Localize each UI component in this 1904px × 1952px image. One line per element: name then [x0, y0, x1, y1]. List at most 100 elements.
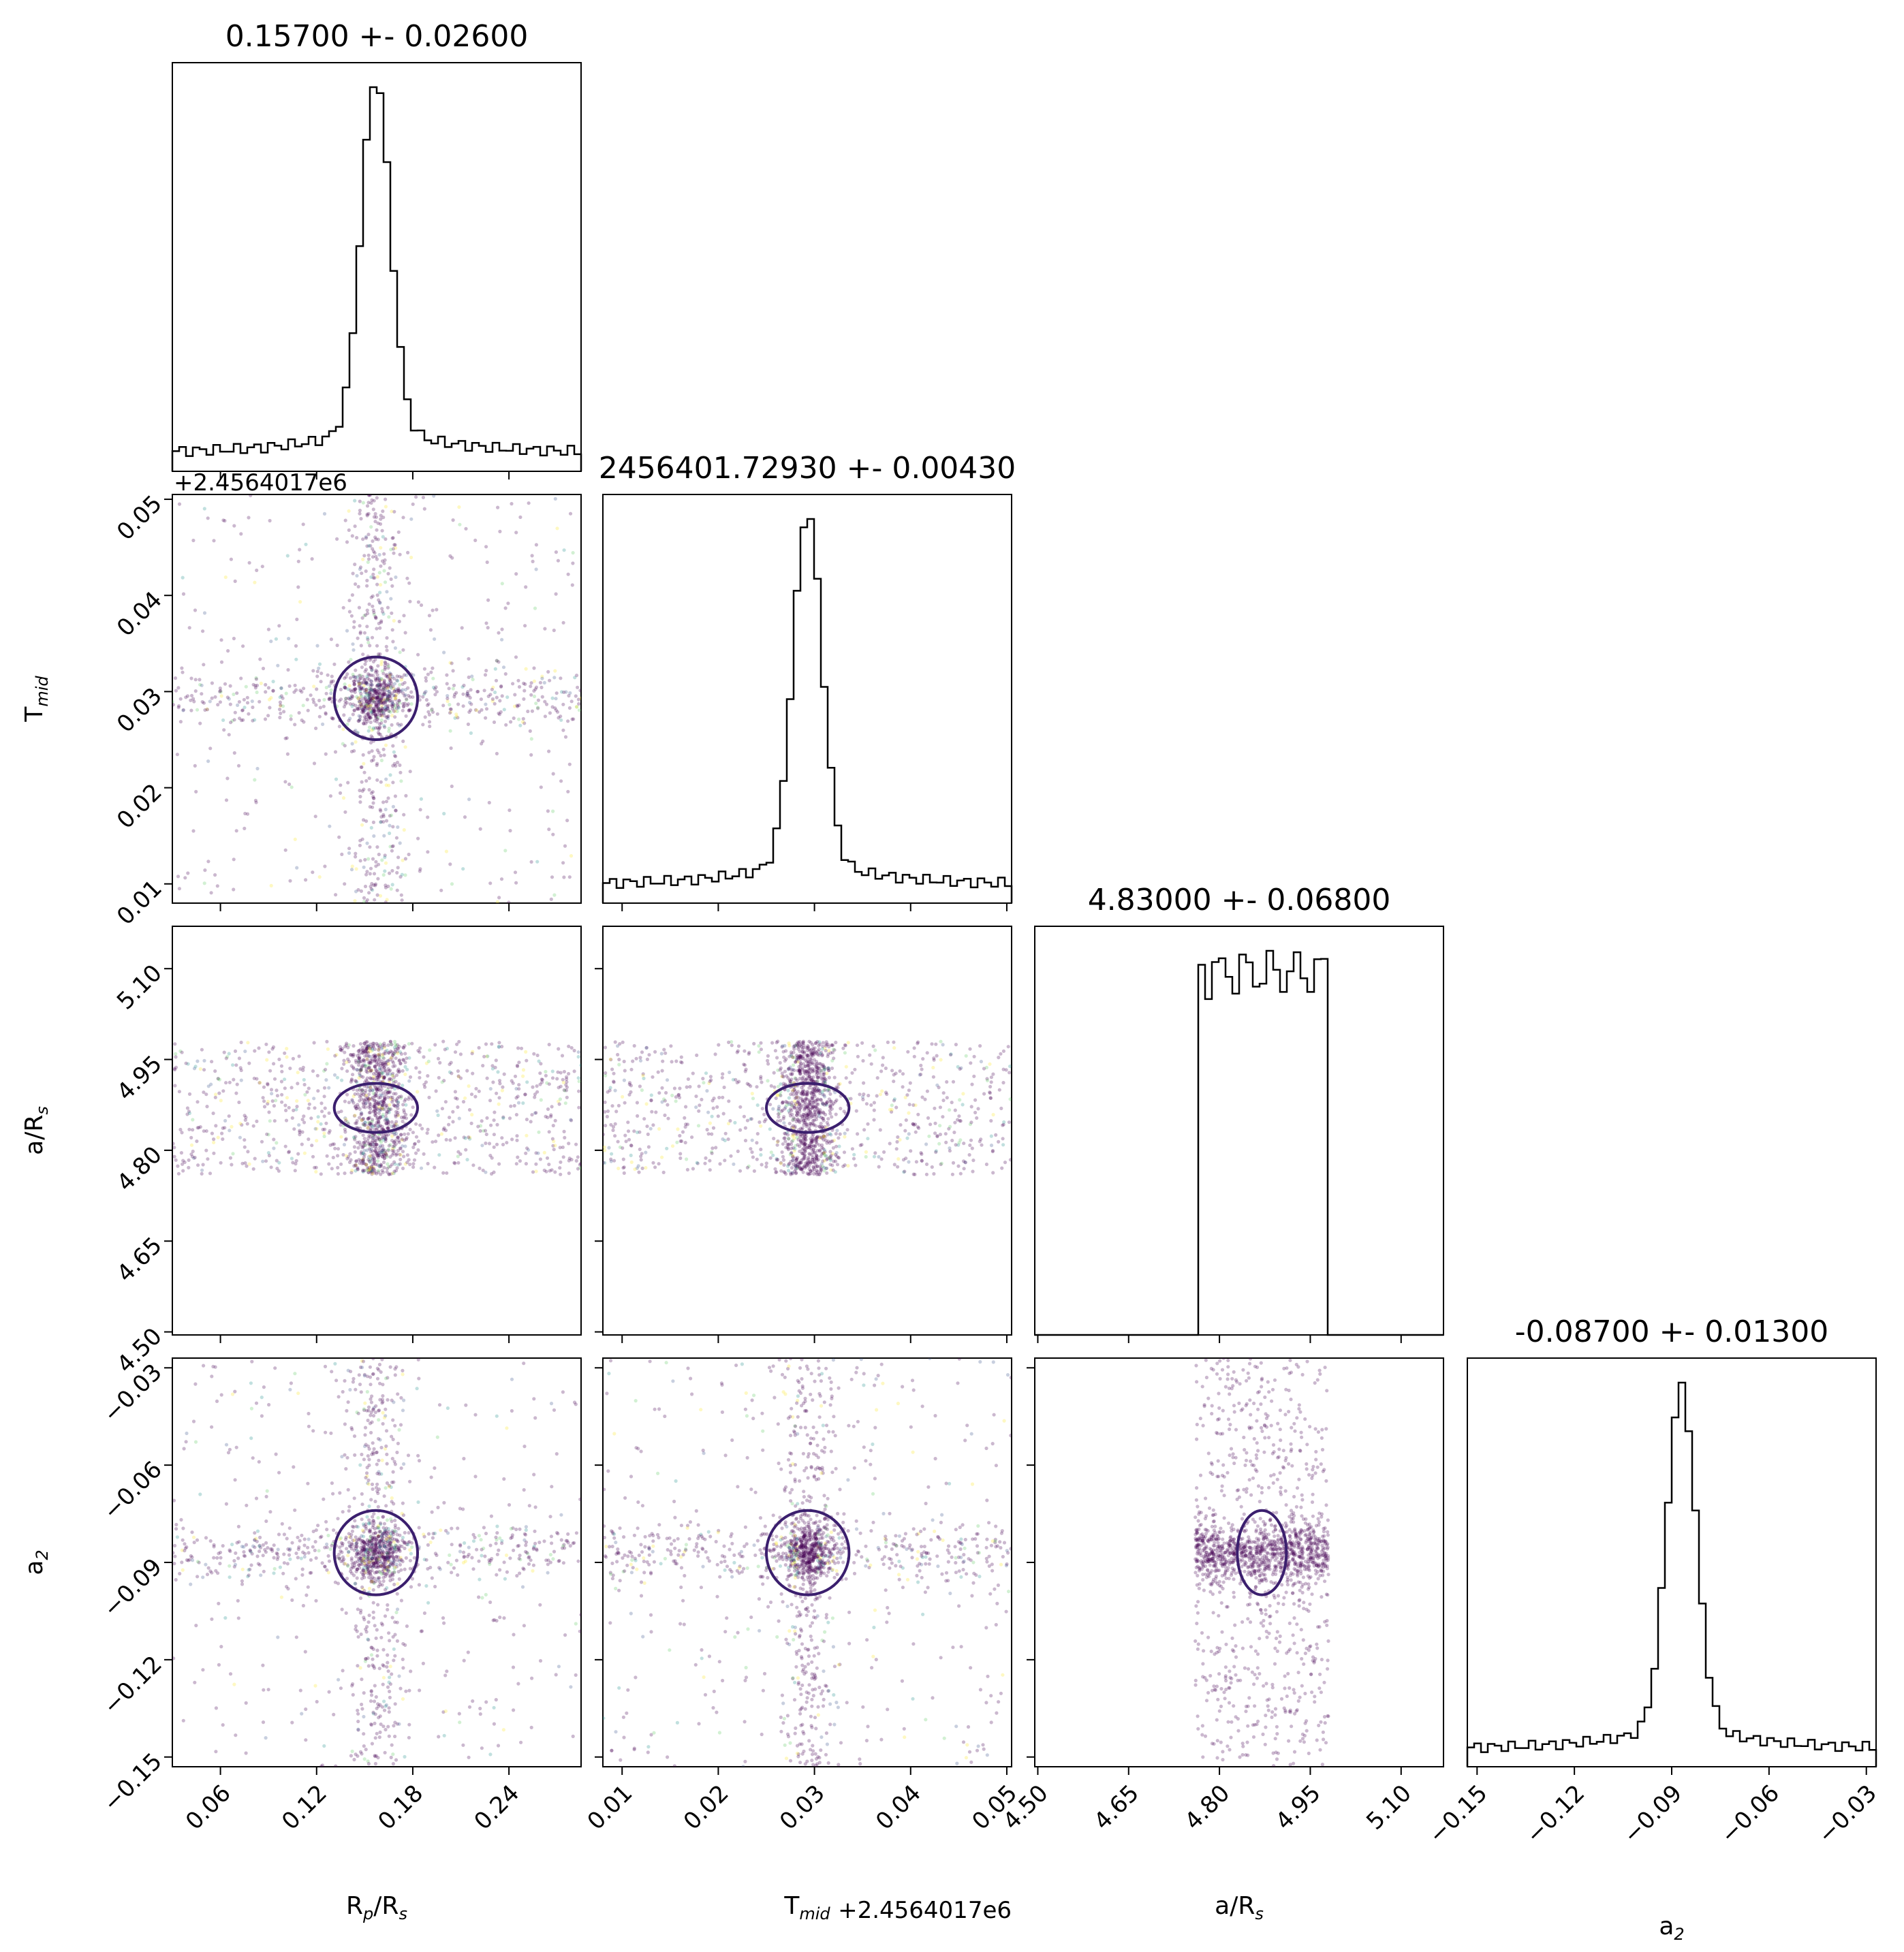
scatter-point [614, 1109, 619, 1114]
scatter-point [388, 699, 392, 703]
scatter-point [364, 704, 368, 708]
scatter-point [227, 1052, 231, 1056]
scatter-point [358, 565, 363, 569]
scatter-point [905, 1136, 909, 1140]
scatter-point [365, 1139, 370, 1143]
scatter-point [801, 1170, 805, 1174]
scatter-point [433, 687, 437, 691]
scatter-point [428, 628, 433, 632]
scatter-point [195, 708, 200, 712]
scatter-point [385, 1117, 389, 1121]
scatter-point [392, 1141, 396, 1145]
scatter-point [816, 1098, 820, 1102]
scatter-point [783, 1131, 787, 1135]
scatter-point [385, 1105, 390, 1109]
scatter-point [525, 1133, 529, 1137]
scatter-point [364, 716, 368, 720]
scatter-point [343, 1099, 347, 1103]
scatter-point [369, 544, 373, 548]
scatter-point [679, 1060, 683, 1064]
scatter-point [551, 832, 555, 836]
scatter-point [366, 1099, 370, 1103]
scatter-point [828, 1156, 833, 1161]
scatter-point [375, 1550, 379, 1554]
scatter-point [367, 891, 371, 895]
scatter-point [892, 1040, 896, 1044]
scatter-point [812, 1161, 816, 1165]
scatter-point [828, 1092, 832, 1096]
scatter-point [659, 1052, 664, 1056]
scatter-point [383, 1558, 388, 1562]
scatter-point [370, 1097, 374, 1101]
scatter-point [745, 1165, 749, 1169]
scatter-point [375, 893, 379, 897]
scatter-point [715, 1105, 719, 1109]
scatter-point [822, 1159, 826, 1163]
scatter-point [498, 1082, 502, 1086]
scatter-point [523, 682, 527, 687]
scatter-point [287, 1548, 292, 1552]
scatter-point [333, 1054, 337, 1058]
scatter-point [347, 610, 352, 614]
scatter-point [363, 1139, 367, 1144]
scatter-point [768, 1156, 772, 1160]
scatter-point [790, 1139, 794, 1144]
scatter-point [363, 702, 367, 706]
scatter-point [781, 1100, 785, 1105]
scatter-point [806, 1159, 810, 1163]
scatter-point [383, 689, 387, 693]
scatter-point [365, 544, 369, 548]
scatter-point [378, 591, 382, 595]
scatter-point [822, 1067, 826, 1071]
scatter-point [362, 1098, 366, 1102]
scatter-point [832, 1056, 836, 1060]
scatter-point [802, 1116, 807, 1120]
scatter-point [522, 689, 527, 693]
scatter-point [571, 1541, 575, 1545]
scatter-point [389, 1049, 393, 1054]
scatter-point [365, 1040, 369, 1044]
scatter-point [242, 697, 246, 702]
scatter-point [1001, 1137, 1005, 1141]
scatter-point [359, 1069, 363, 1073]
scatter-point [173, 1042, 177, 1046]
scatter-point [383, 692, 387, 696]
scatter-point [461, 867, 465, 871]
scatter-point [377, 680, 381, 684]
scatter-point [801, 1157, 805, 1161]
scatter-point [792, 1085, 796, 1089]
scatter-point [373, 1054, 377, 1059]
scatter-point [514, 1527, 518, 1532]
scatter-point [187, 626, 191, 630]
scatter-point [809, 1137, 813, 1141]
scatter-point [262, 1099, 266, 1103]
scatter-point [355, 1106, 359, 1110]
scatter-point [411, 1131, 416, 1135]
scatter-point [377, 1096, 381, 1100]
scatter-point [364, 703, 368, 707]
scatter-point [366, 1046, 370, 1050]
scatter-point [603, 1161, 607, 1165]
scatter-point [374, 616, 378, 620]
scatter-point [372, 499, 376, 503]
scatter-point [254, 676, 258, 680]
scatter-point [500, 627, 504, 631]
scatter-point [247, 1061, 251, 1065]
scatter-point [337, 1110, 341, 1114]
scatter-point [403, 873, 407, 877]
scatter-point [813, 1088, 817, 1092]
scatter-point [219, 638, 223, 642]
scatter-point [422, 1152, 426, 1156]
scatter-point [390, 1134, 394, 1138]
scatter-point [352, 682, 356, 687]
scatter-point [522, 1532, 527, 1536]
scatter-point [720, 1075, 724, 1080]
scatter-point [803, 1118, 807, 1122]
scatter-point [396, 866, 400, 870]
scatter-point [938, 1124, 942, 1128]
scatter-point [505, 695, 510, 699]
scatter-point [809, 1051, 813, 1055]
scatter-point [807, 1106, 811, 1110]
scatter-point [376, 1087, 381, 1091]
scatter-point [371, 1564, 375, 1569]
